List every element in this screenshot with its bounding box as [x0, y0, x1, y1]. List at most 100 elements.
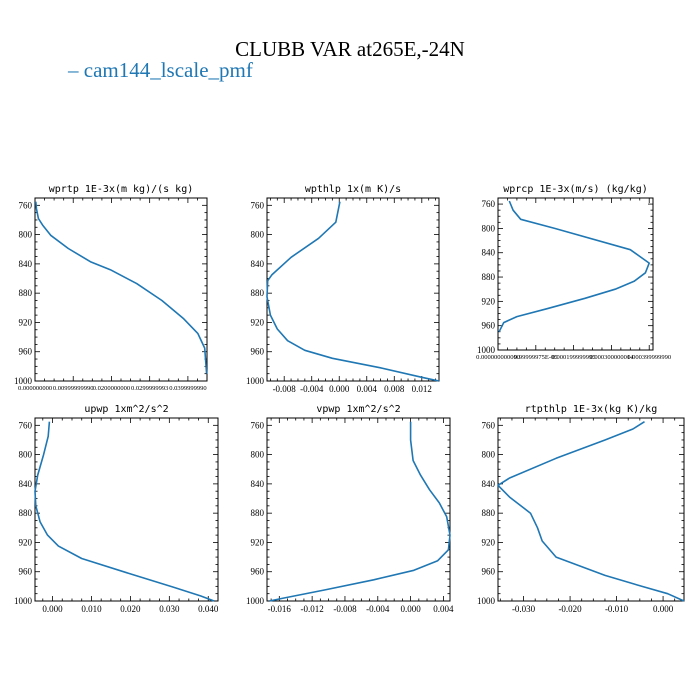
x-tick-label: 0.0200000000	[93, 385, 130, 392]
y-tick-label: 920	[482, 296, 496, 306]
y-tick-label: 800	[251, 230, 265, 240]
y-tick-label: 840	[19, 479, 33, 489]
x-tick-label: -0.016	[268, 604, 292, 614]
y-tick-label: 760	[251, 200, 265, 210]
series-line	[498, 200, 651, 333]
y-tick-label: 960	[19, 567, 33, 577]
x-tick-label: 0.000	[400, 604, 421, 614]
x-tick-label: -0.030	[512, 604, 536, 614]
panel-title: wpthlp 1x(m K)/s	[305, 184, 401, 195]
y-tick-label: 840	[251, 259, 265, 269]
y-tick-label: 1000	[246, 596, 265, 606]
y-tick-label: 800	[251, 450, 265, 460]
y-tick-label: 1000	[477, 596, 496, 606]
x-tick-label: -0.012	[301, 604, 324, 614]
series-line	[497, 421, 685, 602]
y-tick-label: 880	[19, 508, 33, 518]
y-tick-label: 1000	[14, 596, 33, 606]
y-tick-label: 880	[19, 288, 33, 298]
y-tick-label: 880	[251, 508, 265, 518]
x-tick-label: 0.010	[81, 604, 102, 614]
y-tick-label: 1000	[477, 345, 496, 355]
x-tick-label: -0.020	[558, 604, 582, 614]
chart-panel-3: wprcp 1E-3x(m/s) (kg/kg) 760 800 840 880 920 9…	[476, 184, 671, 361]
y-tick-label: 880	[482, 272, 496, 282]
x-tick-label: 0.000	[329, 384, 350, 394]
x-tick-label: 0.000399999990	[627, 354, 671, 361]
x-tick-label: -0.004	[366, 604, 390, 614]
series-line	[34, 421, 215, 602]
x-tick-label: 9.99999975E-05	[514, 354, 558, 361]
x-tick-label: 0.012	[412, 384, 432, 394]
chart-panel-2: wpthlp 1x(m K)/s 760 800 840 880 920 960 1000 -0…	[246, 184, 440, 394]
x-tick-label: -0.008	[333, 604, 357, 614]
panel-title: rtpthlp 1E-3x(kg K)/kg	[525, 404, 657, 415]
chart-panel-1: wprtp 1E-3x(m kg)/(s kg) 760 800 840 880 920 9…	[14, 184, 208, 392]
y-tick-label: 880	[482, 508, 496, 518]
y-tick-label: 920	[19, 317, 33, 327]
x-tick-label: 0.000300000014	[589, 354, 634, 361]
panel-title: upwp 1xm^2/s^2	[84, 404, 168, 415]
y-tick-label: 800	[19, 450, 33, 460]
chart-panel-5: vpwp 1xm^2/s^27608008408809209601000-0.0…	[246, 404, 454, 614]
x-tick-label: 0.00999999990	[53, 385, 94, 392]
legend-series-label: cam144_lscale_pmf	[83, 58, 253, 82]
x-tick-label: 0.000000000	[18, 385, 52, 392]
page-title: CLUBB VAR at265E,-24N	[235, 37, 465, 61]
plot-frame	[34, 417, 219, 602]
panel-title: wprtp 1E-3x(m kg)/(s kg)	[49, 184, 194, 195]
y-tick-label: 840	[251, 479, 265, 489]
x-tick-label: 0.020	[120, 604, 141, 614]
y-tick-label: 880	[251, 288, 265, 298]
panel-title: wprcp 1E-3x(m/s) (kg/kg)	[503, 184, 648, 195]
plot-frame	[497, 417, 685, 602]
series-line	[266, 201, 440, 382]
y-tick-label: 1000	[246, 376, 265, 386]
chart-panel-6: rtpthlp 1E-3x(kg K)/kg 760 800 840 880 920 960…	[477, 404, 685, 614]
y-tick-label: 840	[482, 479, 496, 489]
panel-title: vpwp 1xm^2/s^2	[316, 404, 400, 415]
y-tick-label: 960	[251, 347, 265, 357]
plot-frame	[34, 197, 208, 382]
y-tick-label: 760	[19, 200, 33, 210]
y-tick-label: 800	[19, 230, 33, 240]
y-tick-label: 800	[482, 223, 496, 233]
x-tick-label: 0.004	[357, 384, 378, 394]
y-tick-label: 760	[19, 420, 33, 430]
x-tick-label: 0.008	[384, 384, 405, 394]
y-tick-label: 760	[251, 420, 265, 430]
x-tick-label: 0.000000000000	[476, 354, 520, 361]
series-line	[35, 201, 208, 374]
plot-frame	[497, 197, 654, 351]
y-tick-label: 840	[482, 248, 496, 258]
x-tick-label: 0.030	[159, 604, 180, 614]
y-tick-label: 960	[482, 567, 496, 577]
y-tick-label: 960	[19, 347, 33, 357]
x-tick-label: 0.000	[42, 604, 63, 614]
series-line	[269, 421, 451, 602]
chart-panel-4: upwp 1xm^2/s^2 760 800 840 880 920 960 1000 0.00…	[14, 404, 219, 614]
y-tick-label: 760	[482, 199, 496, 209]
y-tick-label: 760	[482, 420, 496, 430]
x-tick-label: -0.010	[605, 604, 629, 614]
y-tick-label: 800	[482, 450, 496, 460]
y-tick-label: 960	[251, 567, 265, 577]
y-tick-label: 1000	[14, 376, 33, 386]
x-tick-label: 0.0299999993	[131, 385, 168, 392]
y-tick-label: 840	[19, 259, 33, 269]
y-tick-label: 920	[251, 537, 265, 547]
plot-frame	[266, 417, 451, 602]
x-tick-label: 0.0399999990	[169, 385, 206, 392]
y-tick-label: 960	[482, 321, 496, 331]
x-tick-label: 0.000199999995	[552, 354, 596, 361]
plot-frame	[266, 197, 440, 382]
x-tick-label: 0.004	[433, 604, 454, 614]
x-tick-label: 0.040	[198, 604, 219, 614]
x-tick-label: -0.004	[300, 384, 324, 394]
x-tick-label: -0.008	[273, 384, 297, 394]
x-tick-label: 0.000	[653, 604, 674, 614]
legend-line-icon: –	[68, 58, 84, 82]
y-tick-label: 920	[251, 317, 265, 327]
legend: – cam144_lscale_pmf	[68, 58, 253, 83]
